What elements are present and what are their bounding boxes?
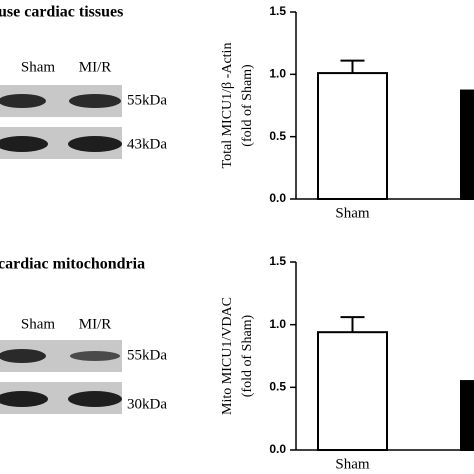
error-bar bbox=[340, 316, 365, 333]
y-tick-label: 1.5 bbox=[269, 4, 286, 18]
lane-label: Sham bbox=[21, 59, 56, 75]
y-tick-label: 1.5 bbox=[269, 254, 286, 268]
bar bbox=[317, 331, 388, 452]
blot-band bbox=[0, 136, 48, 152]
blot-band bbox=[69, 94, 121, 108]
blot-band bbox=[70, 351, 120, 361]
blot-band bbox=[0, 349, 46, 363]
marker-label: 30kDa bbox=[127, 396, 167, 412]
blot-band bbox=[0, 391, 48, 407]
blot-band bbox=[68, 391, 122, 407]
marker-label: 43kDa bbox=[127, 136, 167, 152]
marker-label: 55kDa bbox=[127, 92, 167, 108]
y-axis-label: Mito MICU1/VDAC bbox=[220, 297, 235, 415]
bar bbox=[460, 380, 474, 452]
y-tick-label: 0.5 bbox=[269, 129, 286, 143]
error-bar bbox=[340, 59, 365, 74]
blot-band bbox=[0, 94, 46, 108]
blot-title: use cardiac tissues bbox=[0, 4, 123, 21]
y-axis-label: (fold of Sham) bbox=[240, 314, 255, 397]
y-tick-label: 1.0 bbox=[269, 317, 286, 331]
y-axis-label: (fold of Sham) bbox=[240, 64, 255, 147]
bar bbox=[460, 89, 474, 200]
blot-band bbox=[68, 136, 122, 152]
lane-label: MI/R bbox=[79, 59, 112, 75]
blot-title: cardiac mitochondria bbox=[0, 256, 145, 273]
y-tick-label: 0.0 bbox=[269, 191, 286, 205]
bar bbox=[317, 72, 388, 200]
y-tick-label: 0.0 bbox=[269, 442, 286, 456]
y-tick-label: 0.5 bbox=[269, 380, 286, 394]
marker-label: 55kDa bbox=[127, 347, 167, 363]
x-tick-label: Sham bbox=[335, 205, 370, 221]
lane-label: MI/R bbox=[79, 316, 112, 332]
y-tick-label: 1.0 bbox=[269, 67, 286, 81]
x-tick-label: Sham bbox=[335, 456, 370, 472]
y-axis-label: Total MICU1/β -Actin bbox=[220, 43, 235, 169]
lane-label: Sham bbox=[21, 316, 56, 332]
